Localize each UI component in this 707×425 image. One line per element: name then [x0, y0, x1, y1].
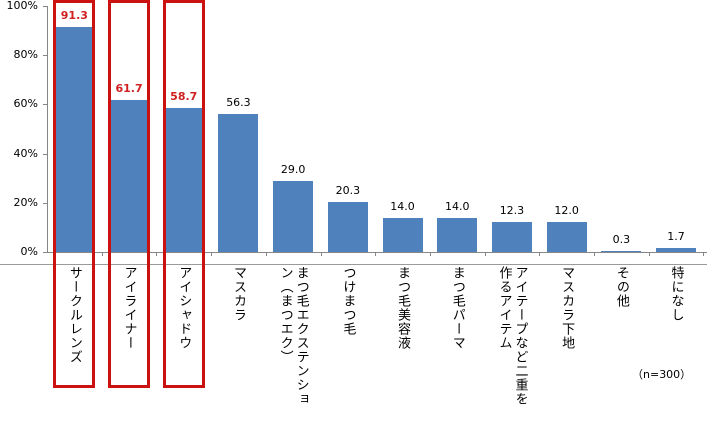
highlight-box	[53, 0, 96, 388]
bar	[656, 247, 697, 252]
value-label: 91.3	[60, 9, 88, 23]
x-tick-mark	[211, 252, 213, 256]
y-axis-line	[47, 6, 48, 253]
y-tick-mark	[43, 202, 47, 204]
y-tick-mark	[43, 153, 47, 155]
category-label-line: アイシャドウ	[176, 266, 192, 350]
bar	[163, 107, 204, 252]
highlight-box	[108, 0, 151, 388]
x-tick-mark	[539, 252, 541, 256]
value-label: 20.3	[335, 184, 361, 198]
category-label: アイライナー	[102, 266, 156, 350]
category-label: マスカラ下地	[540, 266, 594, 350]
category-label-line: アイテープなど二重を	[512, 266, 528, 406]
y-tick-label: 40%	[13, 146, 38, 160]
value-label: 61.7	[115, 82, 143, 96]
x-tick-mark	[101, 252, 103, 256]
bar	[218, 113, 259, 252]
category-label-line: マスカラ	[230, 266, 246, 322]
bar	[601, 251, 642, 252]
y-tick-mark	[43, 6, 47, 7]
y-tick-label: 0%	[20, 245, 38, 258]
value-label: 0.3	[612, 233, 631, 247]
category-label: まつ毛パーマ	[430, 266, 484, 350]
bar	[54, 27, 95, 252]
category-label: その他	[594, 266, 648, 308]
x-tick-mark	[320, 252, 322, 256]
x-tick-mark	[375, 252, 377, 256]
x-tick-mark	[484, 252, 486, 256]
sample-size-note: （n=300）	[632, 368, 692, 381]
bar	[273, 180, 314, 252]
category-label: まつ毛美容液	[376, 266, 430, 350]
value-label: 12.0	[554, 204, 579, 218]
x-tick-mark	[594, 252, 595, 256]
value-label: 56.3	[226, 95, 251, 109]
category-label: サークルレンズ	[47, 266, 101, 364]
y-tick-label: 100%	[6, 0, 38, 12]
y-tick-mark	[43, 104, 47, 106]
category-label: 特になし	[649, 266, 703, 322]
category-label-line: その他	[613, 266, 629, 308]
category-label-line: ン（まつエク）	[277, 266, 293, 364]
value-label: 12.3	[499, 203, 525, 217]
y-tick-mark	[43, 252, 47, 253]
x-tick-mark	[265, 252, 267, 256]
category-separator-line	[0, 264, 707, 265]
x-tick-mark	[703, 252, 705, 256]
x-tick-mark	[156, 252, 158, 256]
category-label: アイテープなど二重を 作るアイテム	[485, 266, 539, 406]
y-tick-label: 20%	[13, 195, 38, 209]
value-label: 14.0	[445, 199, 470, 213]
bar	[109, 100, 150, 252]
bar	[546, 222, 587, 252]
value-label: 58.7	[170, 89, 198, 103]
y-tick-mark	[43, 55, 47, 57]
highlight-box	[162, 0, 205, 388]
value-label: 29.0	[280, 162, 306, 176]
category-label: マスカラ	[211, 266, 265, 322]
category-label-line: つけまつ毛	[340, 266, 356, 336]
category-label-line: サークルレンズ	[66, 266, 82, 364]
category-label-line: マスカラ下地	[559, 266, 575, 350]
category-label: まつ毛エクステンショ ン（まつエク）	[266, 266, 320, 406]
y-tick-label: 80%	[13, 48, 38, 62]
category-label-line: アイライナー	[121, 266, 137, 350]
x-tick-mark	[429, 252, 431, 256]
x-tick-mark	[648, 252, 650, 256]
bar	[382, 217, 423, 252]
category-label-line: 作るアイテム	[496, 266, 512, 350]
value-label: 1.7	[667, 229, 685, 243]
category-label: アイシャドウ	[157, 266, 211, 350]
category-label-line: まつ毛美容液	[395, 266, 411, 350]
y-tick-label: 60%	[13, 97, 38, 111]
value-label: 14.0	[390, 199, 415, 213]
category-label-line: 特になし	[668, 266, 684, 322]
bar	[437, 217, 478, 252]
bar	[491, 221, 532, 252]
bar	[327, 202, 368, 252]
category-label-line: まつ毛パーマ	[449, 266, 465, 350]
category-label-line: まつ毛エクステンショ	[293, 266, 309, 406]
x-axis-line	[47, 252, 707, 253]
category-label: つけまつ毛	[321, 266, 375, 336]
